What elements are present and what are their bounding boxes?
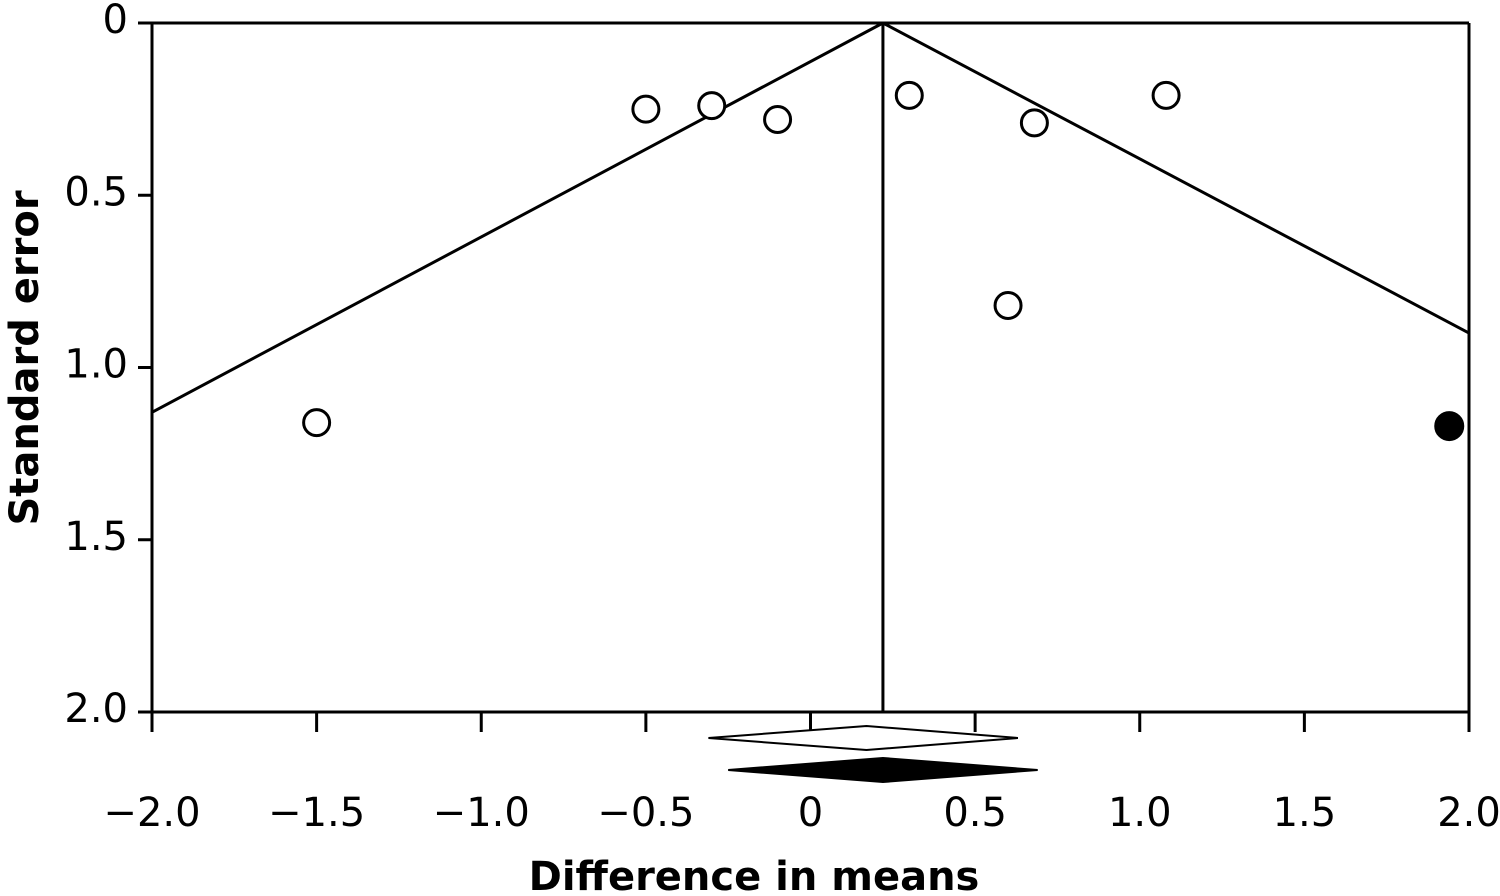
- adjusted-pooled-diamond: [728, 756, 1038, 784]
- x-tick-label: −1.5: [268, 790, 365, 836]
- x-tick-label: 1.5: [1273, 790, 1337, 836]
- x-tick-label: 0.5: [943, 790, 1007, 836]
- y-tick-label: 2.0: [64, 686, 128, 732]
- observed-study-point: [631, 94, 661, 124]
- observed-study-point: [993, 290, 1023, 320]
- funnel-lines: [151, 21, 1470, 712]
- observed-study-point: [302, 408, 332, 438]
- x-tick-label: 2.0: [1437, 790, 1500, 836]
- y-axis: 0 0.5 1.0 1.5 2.0: [64, 0, 152, 732]
- x-axis-title: Difference in means: [529, 854, 980, 896]
- observed-study-point: [1151, 80, 1181, 110]
- x-tick-label: −2.0: [103, 790, 200, 836]
- plot-frame: [150, 21, 1471, 714]
- y-tick-label: 0.5: [64, 169, 128, 215]
- observed-study-point: [763, 104, 793, 134]
- observed-study-point: [1019, 108, 1049, 138]
- x-tick-label: −1.0: [433, 790, 530, 836]
- imputed-study-point: [1434, 411, 1465, 442]
- funnel-left-line: [151, 21, 884, 414]
- y-tick-label: 0: [103, 0, 128, 43]
- y-tick-label: 1.0: [64, 342, 128, 388]
- x-tick-label: −0.5: [597, 790, 694, 836]
- y-tick-label: 1.5: [64, 514, 128, 560]
- observed-study-point: [697, 91, 727, 121]
- funnel-right-line: [882, 21, 1470, 335]
- y-axis-title: Standard error: [2, 190, 48, 525]
- study-points: [302, 80, 1465, 442]
- x-tick-label: 1.0: [1108, 790, 1172, 836]
- observed-study-point: [894, 80, 924, 110]
- x-axis: −2.0 −1.5 −1.0 −0.5 0 0.5 1.0 1.5 2.0: [103, 712, 1500, 836]
- observed-pooled-diamond: [708, 724, 1019, 752]
- x-tick-label: 0: [798, 790, 823, 836]
- pooled-effect-diamonds: [708, 724, 1038, 784]
